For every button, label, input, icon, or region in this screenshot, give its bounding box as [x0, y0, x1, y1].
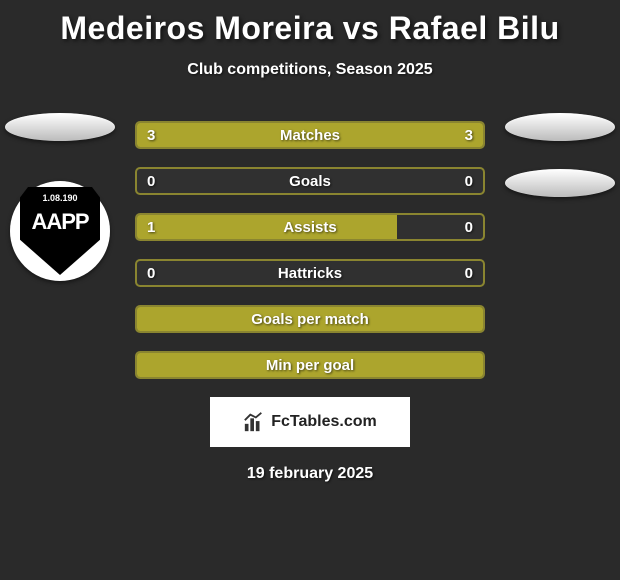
bar-label: Matches — [137, 123, 483, 147]
bar-value-right: 0 — [465, 169, 473, 193]
badge-letters: AAPP — [31, 209, 88, 235]
bar-label: Goals — [137, 169, 483, 193]
bars-container: Matches33Goals00Assists10Hattricks00Goal… — [135, 121, 485, 379]
bar-label: Min per goal — [137, 353, 483, 377]
bar-row: Min per goal — [135, 351, 485, 379]
chart-icon — [243, 411, 265, 433]
bar-row: Matches3 3 — [135, 121, 485, 149]
bar-value-left: 1 — [147, 215, 155, 239]
bar-row: Goals0 0 — [135, 167, 485, 195]
badge-top-text: 1.08.190 — [42, 193, 77, 203]
subtitle: Club competitions, Season 2025 — [0, 61, 620, 79]
bar-label: Hattricks — [137, 261, 483, 285]
chart-area: 1.08.190 AAPP Matches33Goals00Assists10H… — [0, 121, 620, 483]
bar-value-right: 0 — [465, 215, 473, 239]
comparison-widget: Medeiros Moreira vs Rafael Bilu Club com… — [0, 0, 620, 483]
footer-date: 19 february 2025 — [0, 465, 620, 483]
bar-row: Hattricks0 0 — [135, 259, 485, 287]
team-right-logo-1 — [505, 113, 615, 141]
bar-value-right: 0 — [465, 261, 473, 285]
bar-label: Assists — [137, 215, 483, 239]
team-right-logo-2 — [505, 169, 615, 197]
watermark: FcTables.com — [210, 397, 410, 447]
bar-label: Goals per match — [137, 307, 483, 331]
team-left-logo-1 — [5, 113, 115, 141]
shield-icon: 1.08.190 AAPP — [20, 187, 100, 275]
page-title: Medeiros Moreira vs Rafael Bilu — [0, 10, 620, 47]
watermark-text: FcTables.com — [271, 413, 377, 431]
bar-value-left: 0 — [147, 261, 155, 285]
team-left-logo-2: 1.08.190 AAPP — [10, 181, 110, 281]
bar-value-right: 3 — [465, 123, 473, 147]
bar-row: Assists1 0 — [135, 213, 485, 241]
bar-value-left: 3 — [147, 123, 155, 147]
bar-row: Goals per match — [135, 305, 485, 333]
bar-value-left: 0 — [147, 169, 155, 193]
